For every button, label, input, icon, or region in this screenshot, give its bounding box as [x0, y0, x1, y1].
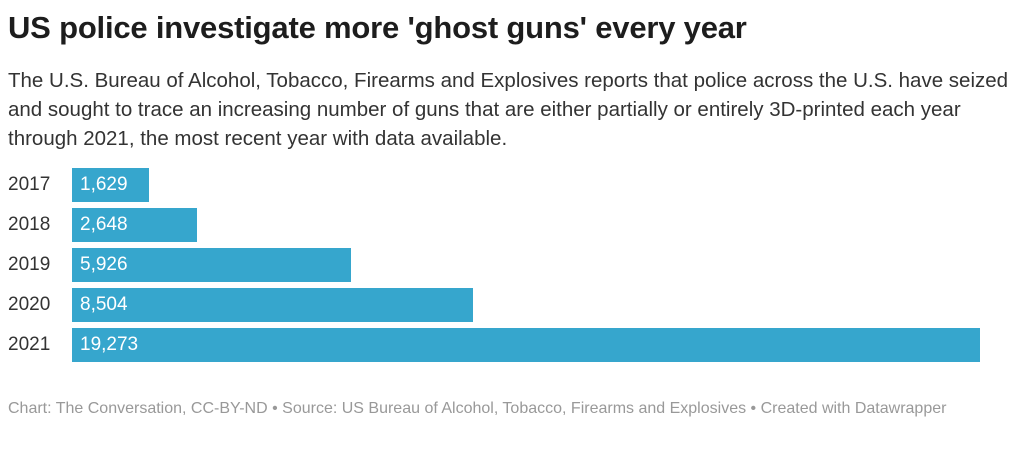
category-label: 2017 — [8, 174, 51, 195]
chart-title: US police investigate more 'ghost guns' … — [8, 10, 747, 45]
data-label: 1,629 — [80, 174, 128, 195]
bar — [72, 208, 197, 242]
category-label: 2021 — [8, 334, 51, 355]
category-label: 2019 — [8, 254, 51, 275]
bar — [72, 328, 980, 362]
bar-row: 2017 1,629 — [0, 168, 1000, 202]
bar — [72, 168, 149, 202]
bar-row: 2020 8,504 — [0, 288, 1000, 322]
category-label: 2018 — [8, 214, 51, 235]
data-label: 8,504 — [80, 294, 128, 315]
chart-subtitle: The U.S. Bureau of Alcohol, Tobacco, Fir… — [8, 69, 1009, 150]
bar-row: 2018 2,648 — [0, 208, 1000, 242]
category-label: 2020 — [8, 294, 51, 315]
chart-footer: Chart: The Conversation, CC-BY-ND • Sour… — [8, 400, 947, 417]
bar-row: 2019 5,926 — [0, 248, 1000, 282]
data-label: 2,648 — [80, 214, 128, 235]
data-label: 5,926 — [80, 254, 128, 275]
bar — [72, 248, 352, 282]
data-label: 19,273 — [80, 334, 139, 355]
bar-chart: 2017 1,629 2018 2,648 2019 5,926 2020 8,504 2021… — [0, 168, 1024, 368]
bar — [72, 288, 473, 322]
bar-row: 2021 19,273 — [0, 328, 1000, 362]
